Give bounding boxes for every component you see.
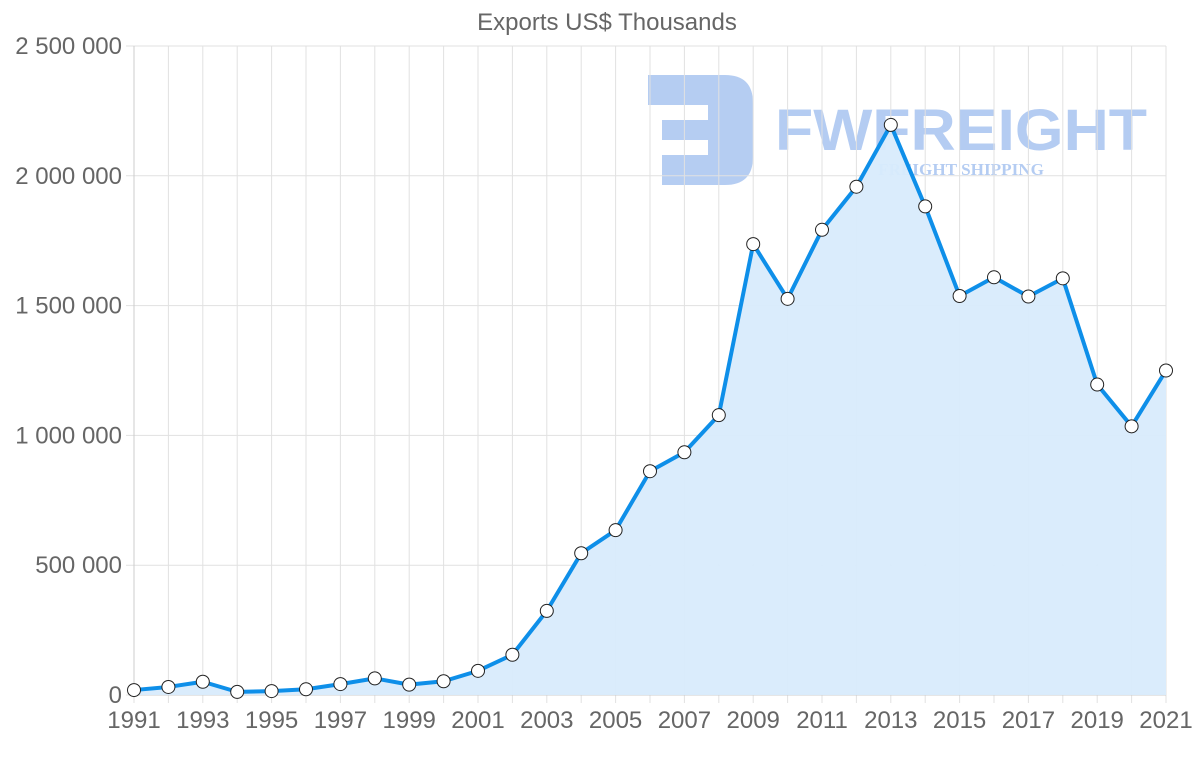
x-tick-label: 2019	[1071, 707, 1124, 734]
data-point-1997[interactable]	[333, 677, 348, 692]
data-point-2011[interactable]	[815, 222, 829, 237]
y-tick-label: 2 500 000	[15, 33, 122, 60]
x-tick-label: 2021	[1139, 707, 1192, 734]
data-point-2014[interactable]	[918, 199, 933, 214]
data-point-2021[interactable]	[1159, 363, 1173, 378]
data-point-2020[interactable]	[1124, 419, 1139, 434]
fwfreight-logo-icon	[648, 75, 753, 185]
x-tick-label: 2009	[727, 707, 780, 734]
data-point-2012[interactable]	[849, 179, 864, 194]
y-tick-label: 500 000	[35, 552, 122, 579]
area-fill	[134, 124, 1166, 696]
x-tick-label: 1993	[176, 707, 229, 734]
x-tick-label: 2007	[658, 707, 711, 734]
data-point-1992[interactable]	[161, 679, 176, 694]
data-point-2000[interactable]	[436, 674, 451, 689]
data-point-1991[interactable]	[127, 683, 141, 698]
x-tick-label: 1995	[245, 707, 298, 734]
x-tick-label: 2013	[864, 707, 917, 734]
data-point-2017[interactable]	[1021, 289, 1036, 304]
data-point-2013[interactable]	[883, 117, 898, 132]
data-point-2008[interactable]	[711, 408, 726, 423]
data-point-2002[interactable]	[505, 647, 520, 662]
data-point-2015[interactable]	[952, 288, 967, 303]
y-tick-label: 0	[109, 682, 122, 709]
data-point-2009[interactable]	[746, 237, 761, 252]
x-tick-label: 2011	[796, 707, 848, 734]
data-markers	[127, 117, 1173, 699]
data-point-2018[interactable]	[1055, 271, 1070, 286]
x-tick-label: 2017	[1002, 707, 1055, 734]
x-axis: 1991 1993 1995 1997 1999 2001 2003 2005 2007 2009…	[107, 707, 1192, 734]
x-tick-label: 2001	[451, 707, 504, 734]
y-tick-label: 1 500 000	[15, 293, 122, 320]
data-point-1999[interactable]	[402, 677, 417, 692]
chart-title: Exports US$ Thousands	[477, 9, 737, 36]
x-tick-label: 2015	[933, 707, 986, 734]
data-point-1994[interactable]	[230, 684, 245, 699]
data-point-2006[interactable]	[643, 464, 657, 479]
data-point-2001[interactable]	[471, 663, 485, 678]
x-tick-label: 1997	[314, 707, 367, 734]
data-point-2004[interactable]	[574, 546, 589, 561]
area-path	[134, 124, 1166, 696]
y-tick-label: 1 000 000	[15, 422, 122, 449]
data-point-2019[interactable]	[1090, 377, 1105, 392]
watermark-brand: FWFREIGHT	[775, 98, 1147, 163]
x-tick-label: 1991	[107, 707, 160, 734]
data-point-2005[interactable]	[608, 523, 623, 538]
data-point-1998[interactable]	[367, 671, 382, 686]
data-point-1993[interactable]	[195, 674, 210, 689]
data-point-2010[interactable]	[780, 291, 795, 306]
x-tick-label: 2005	[589, 707, 642, 734]
data-point-2007[interactable]	[677, 445, 692, 460]
watermark: FWFREIGHT FREIGHT SHIPPING	[648, 75, 1147, 185]
data-point-2016[interactable]	[987, 270, 1001, 285]
data-point-1996[interactable]	[299, 682, 313, 697]
x-tick-label: 2003	[520, 707, 573, 734]
data-point-1995[interactable]	[264, 684, 279, 699]
data-point-2003[interactable]	[539, 603, 554, 618]
y-axis: 0 500 000 1 000 000 1 500 000 2 000 000 2 500…	[15, 33, 122, 709]
y-tick-label: 2 000 000	[15, 163, 122, 190]
watermark-tagline: FREIGHT SHIPPING	[878, 160, 1044, 179]
x-tick-label: 1999	[383, 707, 436, 734]
